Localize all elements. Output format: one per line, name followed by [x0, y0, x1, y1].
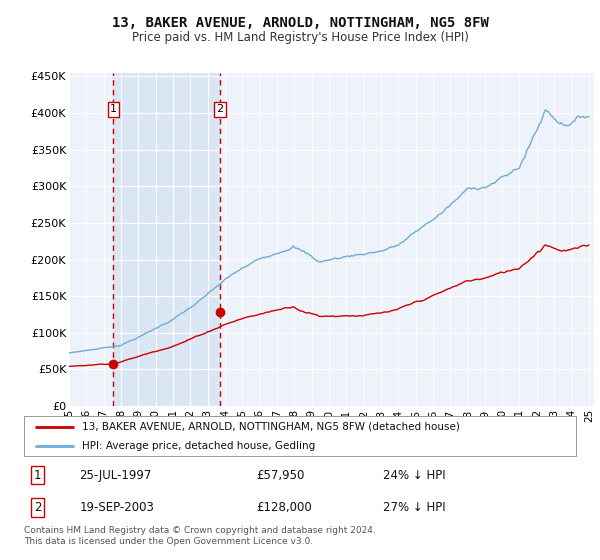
Text: £128,000: £128,000	[256, 501, 311, 514]
Text: 2: 2	[34, 501, 41, 514]
Text: HPI: Average price, detached house, Gedling: HPI: Average price, detached house, Gedl…	[82, 441, 315, 451]
Text: 25-JUL-1997: 25-JUL-1997	[79, 469, 152, 482]
Text: 13, BAKER AVENUE, ARNOLD, NOTTINGHAM, NG5 8FW: 13, BAKER AVENUE, ARNOLD, NOTTINGHAM, NG…	[112, 16, 488, 30]
Text: 1: 1	[34, 469, 41, 482]
Text: 19-SEP-2003: 19-SEP-2003	[79, 501, 154, 514]
Text: Contains HM Land Registry data © Crown copyright and database right 2024.
This d: Contains HM Land Registry data © Crown c…	[24, 526, 376, 546]
Text: 13, BAKER AVENUE, ARNOLD, NOTTINGHAM, NG5 8FW (detached house): 13, BAKER AVENUE, ARNOLD, NOTTINGHAM, NG…	[82, 422, 460, 432]
Bar	[113, 73, 220, 406]
Text: 24% ↓ HPI: 24% ↓ HPI	[383, 469, 445, 482]
Text: 27% ↓ HPI: 27% ↓ HPI	[383, 501, 445, 514]
Text: £57,950: £57,950	[256, 469, 304, 482]
Text: 2: 2	[217, 104, 224, 114]
Text: Price paid vs. HM Land Registry's House Price Index (HPI): Price paid vs. HM Land Registry's House …	[131, 31, 469, 44]
Text: 1: 1	[110, 104, 117, 114]
